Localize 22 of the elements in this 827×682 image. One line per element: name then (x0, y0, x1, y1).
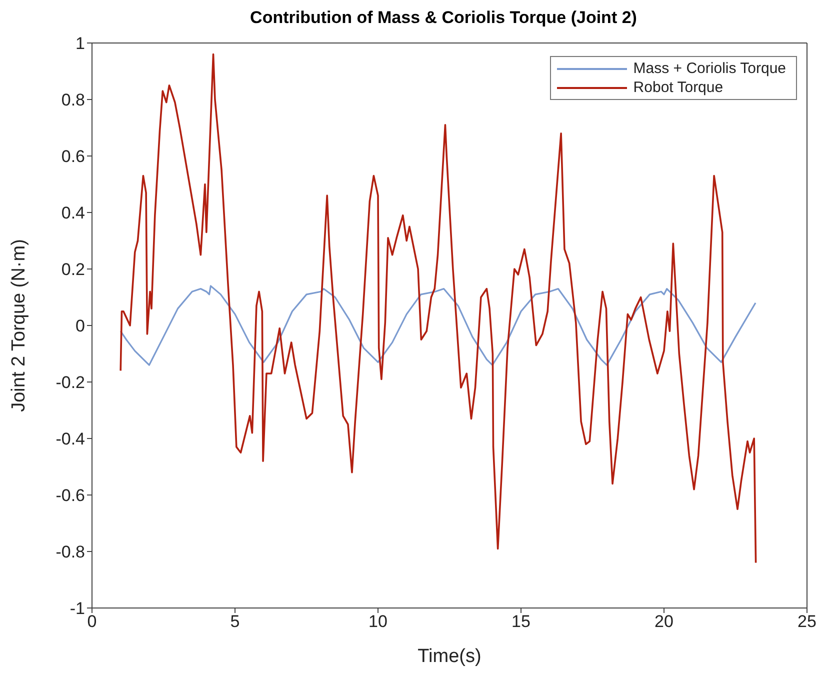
x-tick-label: 20 (654, 612, 674, 632)
y-tick-label: 0.4 (61, 204, 85, 223)
y-axis-title: Joint 2 Torque (N·m) (8, 239, 30, 412)
y-tick-label: 0.2 (61, 260, 85, 280)
y-tick-label: 1 (76, 34, 85, 54)
x-tick-label: 5 (230, 612, 240, 632)
chart-title: Contribution of Mass & Coriolis Torque (Joint 2) (249, 8, 638, 29)
y-tick-label: -0.2 (56, 373, 85, 392)
legend-label: Robot Torque (633, 78, 724, 97)
y-tick-label: -0.6 (56, 486, 85, 506)
x-tick-label: 10 (368, 612, 388, 632)
x-axis-title: Time(s) (418, 646, 482, 667)
x-tick-label: 15 (512, 612, 530, 632)
y-tick-label: -0.8 (56, 542, 85, 562)
y-tick-label: 0.8 (61, 90, 85, 110)
y-tick-label: 0 (76, 316, 85, 336)
x-tick-label: 25 (798, 612, 816, 632)
y-tick-label: -1 (70, 599, 85, 618)
line-series (120, 285, 756, 366)
legend-label: Mass + Coriolis Torque (633, 59, 786, 78)
y-tick-label: -0.4 (56, 430, 85, 449)
y-tick-label: 0.6 (61, 147, 85, 166)
